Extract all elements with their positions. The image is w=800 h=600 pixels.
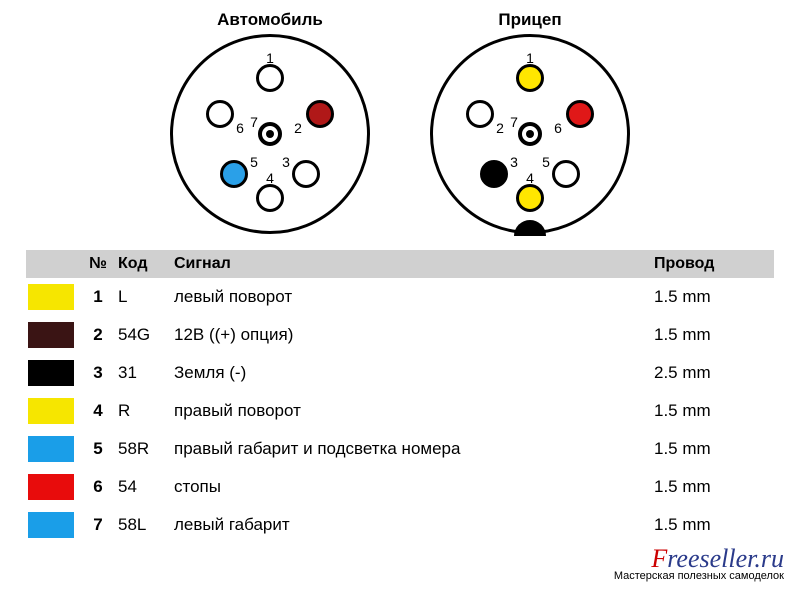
pin-label-5: 5	[250, 154, 258, 170]
cell-num: 5	[78, 439, 118, 459]
pin-label-4: 4	[266, 170, 274, 186]
swatch-cell	[26, 284, 78, 310]
pin-label-7: 7	[250, 114, 258, 130]
header-code: Код	[118, 255, 174, 273]
pin-label-3: 3	[282, 154, 290, 170]
cell-signal: левый поворот	[174, 287, 654, 307]
pin-label-6: 6	[554, 120, 562, 136]
pin-1	[256, 64, 284, 92]
cell-code: L	[118, 287, 174, 307]
table-row: 4Rправый поворот1.5 mm	[26, 392, 774, 430]
cell-num: 6	[78, 477, 118, 497]
swatch-cell	[26, 436, 78, 462]
cell-num: 2	[78, 325, 118, 345]
watermark: Freeseller.ru Мастерская полезных самоде…	[614, 544, 784, 582]
color-swatch	[28, 360, 74, 386]
color-swatch	[28, 474, 74, 500]
cell-wire: 2.5 mm	[654, 363, 774, 383]
cell-num: 1	[78, 287, 118, 307]
pin-5	[220, 160, 248, 188]
cell-signal: стопы	[174, 477, 654, 497]
cell-code: 31	[118, 363, 174, 383]
color-swatch	[28, 512, 74, 538]
watermark-sub: Мастерская полезных самоделок	[614, 570, 784, 582]
header-num: №	[78, 255, 118, 273]
table-row: 558Rправый габарит и подсветка номера1.5…	[26, 430, 774, 468]
pin-label-2: 2	[294, 120, 302, 136]
pin-5	[552, 160, 580, 188]
pin-4	[516, 184, 544, 212]
table-row: 254G12В ((+) опция)1.5 mm	[26, 316, 774, 354]
cell-signal: правый поворот	[174, 401, 654, 421]
cell-wire: 1.5 mm	[654, 477, 774, 497]
connector-car-svg: 1 2 345 67	[170, 34, 370, 234]
cell-signal: Земля (-)	[174, 363, 654, 383]
swatch-cell	[26, 360, 78, 386]
table-row: 758Lлевый габарит1.5 mm	[26, 506, 774, 544]
swatch-cell	[26, 398, 78, 424]
cell-num: 3	[78, 363, 118, 383]
pin-label-3: 3	[510, 154, 518, 170]
watermark-f: F	[651, 544, 667, 573]
pinout-table: № Код Сигнал Провод 1Lлевый поворот1.5 m…	[26, 250, 774, 544]
cell-num: 4	[78, 401, 118, 421]
table-row: 654стопы1.5 mm	[26, 468, 774, 506]
pin-3	[292, 160, 320, 188]
cell-wire: 1.5 mm	[654, 325, 774, 345]
color-swatch	[28, 436, 74, 462]
connector-trailer: Прицеп 1 2 345 6 7	[430, 10, 630, 234]
pin-7	[258, 122, 282, 146]
pin-3	[480, 160, 508, 188]
cell-signal: левый габарит	[174, 515, 654, 535]
pin-1	[516, 64, 544, 92]
pin-2	[306, 100, 334, 128]
cell-code: R	[118, 401, 174, 421]
cell-wire: 1.5 mm	[654, 287, 774, 307]
header-signal: Сигнал	[174, 255, 654, 273]
cell-wire: 1.5 mm	[654, 515, 774, 535]
pin-label-7: 7	[510, 114, 518, 130]
table-row: 331Земля (-)2.5 mm	[26, 354, 774, 392]
connector-trailer-svg: 1 2 345 6 7	[430, 34, 630, 234]
cell-wire: 1.5 mm	[654, 439, 774, 459]
connector-diagrams: Автомобиль 1234567 Прицеп 1234567	[0, 0, 800, 234]
table-header: № Код Сигнал Провод	[26, 250, 774, 278]
pin-label-5: 5	[542, 154, 550, 170]
swatch-cell	[26, 322, 78, 348]
header-wire: Провод	[654, 255, 774, 273]
cell-signal: правый габарит и подсветка номера	[174, 439, 654, 459]
color-swatch	[28, 322, 74, 348]
color-swatch	[28, 284, 74, 310]
cell-code: 58L	[118, 515, 174, 535]
color-swatch	[28, 398, 74, 424]
pin-label-1: 1	[526, 50, 534, 66]
swatch-cell	[26, 474, 78, 500]
connector-title-trailer: Прицеп	[498, 10, 561, 30]
pin-4	[256, 184, 284, 212]
cell-signal: 12В ((+) опция)	[174, 325, 654, 345]
pin-2	[466, 100, 494, 128]
connector-car: Автомобиль 1 2 345 67	[170, 10, 370, 234]
cell-num: 7	[78, 515, 118, 535]
pin-label-2: 2	[496, 120, 504, 136]
connector-title-car: Автомобиль	[217, 10, 323, 30]
pin-6	[206, 100, 234, 128]
pin-label-1: 1	[266, 50, 274, 66]
pin-label-4: 4	[526, 170, 534, 186]
table-body: 1Lлевый поворот1.5 mm254G12В ((+) опция)…	[26, 278, 774, 544]
watermark-rest: reeseller.ru	[667, 544, 784, 573]
cell-wire: 1.5 mm	[654, 401, 774, 421]
pin-7	[518, 122, 542, 146]
table-row: 1Lлевый поворот1.5 mm	[26, 278, 774, 316]
swatch-cell	[26, 512, 78, 538]
pin-6	[566, 100, 594, 128]
pin-label-6: 6	[236, 120, 244, 136]
cell-code: 54G	[118, 325, 174, 345]
cell-code: 54	[118, 477, 174, 497]
cell-code: 58R	[118, 439, 174, 459]
